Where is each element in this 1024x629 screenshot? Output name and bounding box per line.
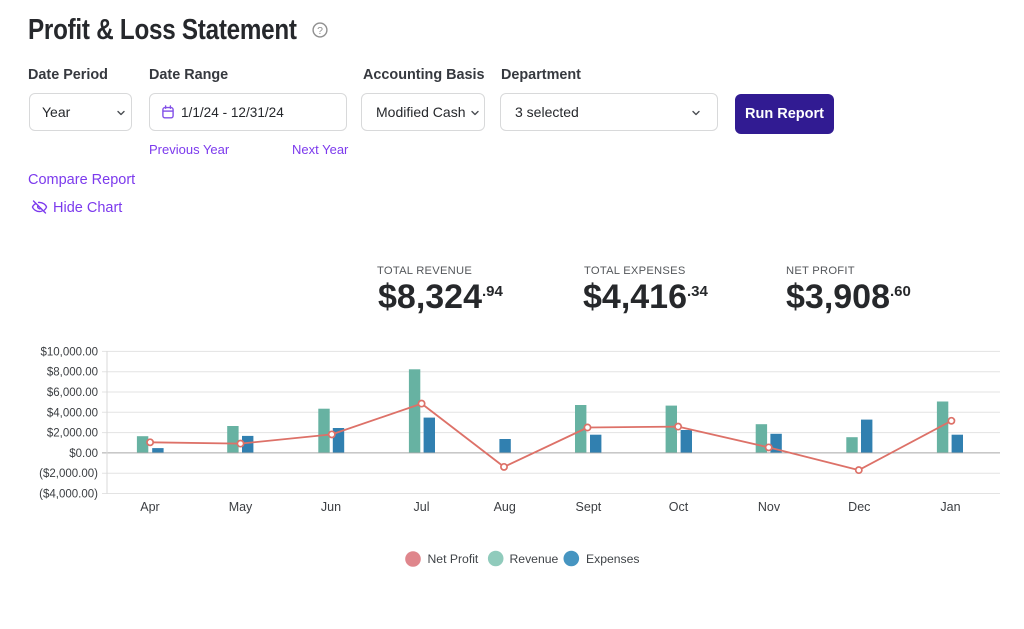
svg-text:Expenses: Expenses bbox=[586, 552, 640, 566]
svg-text:Net Profit: Net Profit bbox=[428, 552, 479, 566]
svg-text:($2,000.00): ($2,000.00) bbox=[39, 468, 98, 480]
svg-text:Sept: Sept bbox=[576, 500, 602, 514]
svg-text:$10,000.00: $10,000.00 bbox=[40, 346, 98, 358]
svg-text:($4,000.00): ($4,000.00) bbox=[39, 489, 98, 501]
svg-text:Jan: Jan bbox=[940, 500, 960, 514]
svg-text:May: May bbox=[229, 500, 253, 514]
svg-text:$8,000.00: $8,000.00 bbox=[47, 367, 98, 379]
svg-text:Revenue: Revenue bbox=[510, 552, 559, 566]
svg-text:$4,000.00: $4,000.00 bbox=[47, 407, 98, 419]
svg-text:Jul: Jul bbox=[414, 500, 430, 514]
svg-text:Apr: Apr bbox=[140, 500, 159, 514]
svg-text:$6,000.00: $6,000.00 bbox=[47, 387, 98, 399]
svg-text:Dec: Dec bbox=[848, 500, 870, 514]
svg-text:Nov: Nov bbox=[758, 500, 781, 514]
svg-text:Aug: Aug bbox=[494, 500, 516, 514]
svg-text:Jun: Jun bbox=[321, 500, 341, 514]
svg-text:?: ? bbox=[317, 25, 323, 37]
svg-text:Oct: Oct bbox=[669, 500, 689, 514]
svg-text:$2,000.00: $2,000.00 bbox=[47, 428, 98, 440]
svg-text:$0.00: $0.00 bbox=[69, 448, 98, 460]
